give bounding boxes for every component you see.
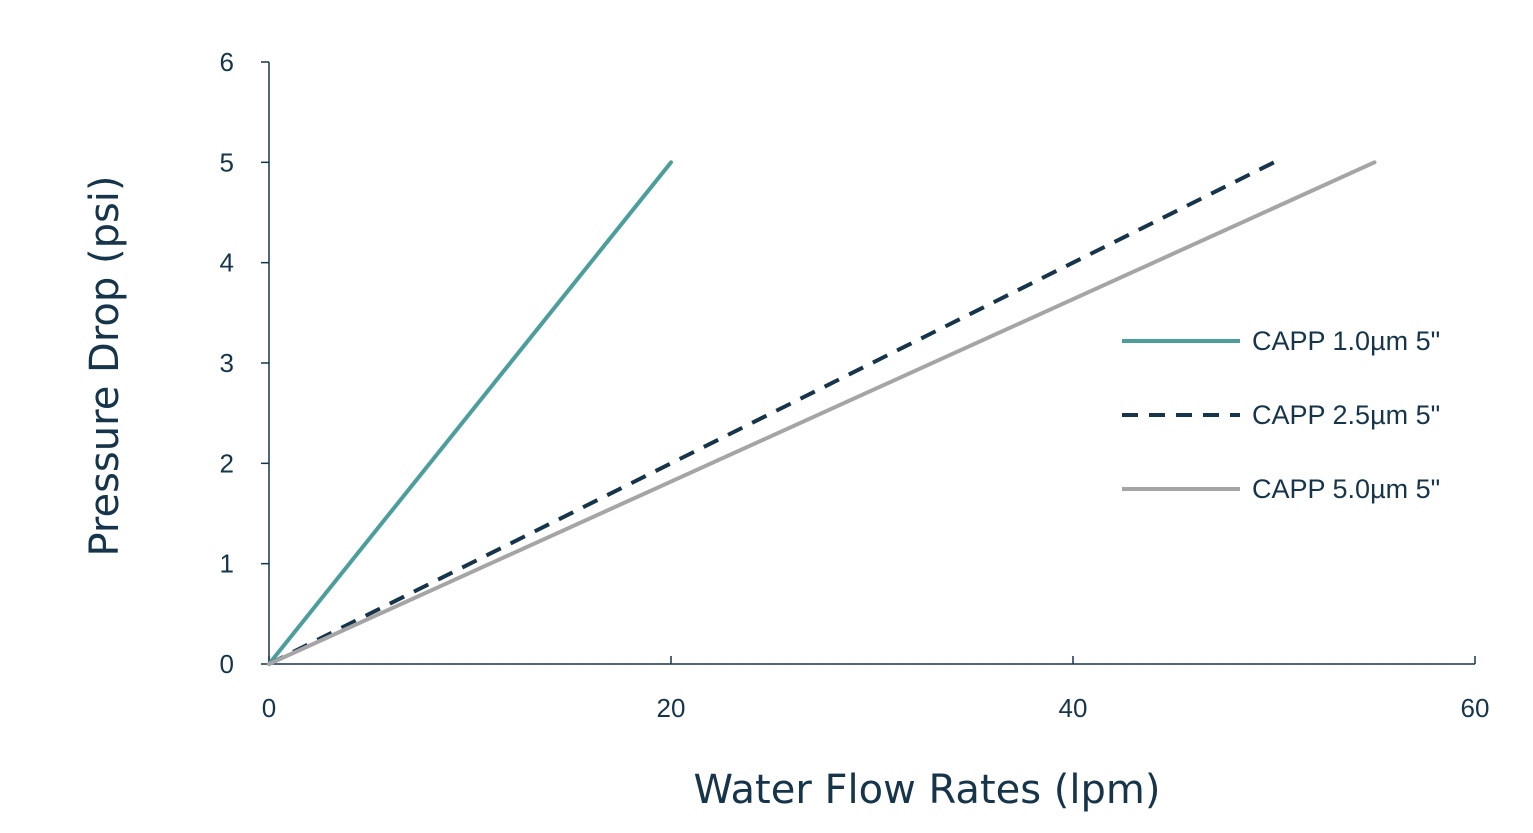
y-axis-title: Pressure Drop (psi): [82, 175, 128, 556]
y-tick-label: 0: [220, 649, 234, 679]
x-tick-label: 0: [262, 693, 276, 723]
y-tick-label: 5: [220, 147, 234, 177]
legend-label-1: CAPP 1.0µm 5": [1252, 326, 1440, 356]
y-tick-label: 2: [220, 448, 234, 478]
y-tick-label: 4: [220, 248, 234, 278]
series-line-1: [267, 160, 673, 666]
y-ticks: 0 1 2 3 4 5 6: [220, 47, 269, 679]
legend-label-2: CAPP 2.5µm 5": [1252, 400, 1440, 430]
legend: CAPP 1.0µm 5" CAPP 2.5µm 5" CAPP 5.0µm 5": [1122, 326, 1440, 504]
x-ticks: 0 20 40 60: [262, 656, 1490, 723]
legend-label-3: CAPP 5.0µm 5": [1252, 474, 1440, 504]
x-axis-title: Water Flow Rates (lpm): [694, 767, 1161, 813]
y-tick-label: 6: [220, 47, 234, 77]
series-lines: [267, 160, 1377, 666]
x-tick-label: 60: [1461, 693, 1490, 723]
series-line-3: [267, 160, 1377, 666]
y-tick-label: 3: [220, 348, 234, 378]
x-tick-label: 20: [657, 693, 686, 723]
y-tick-label: 1: [220, 549, 234, 579]
x-tick-label: 40: [1059, 693, 1088, 723]
